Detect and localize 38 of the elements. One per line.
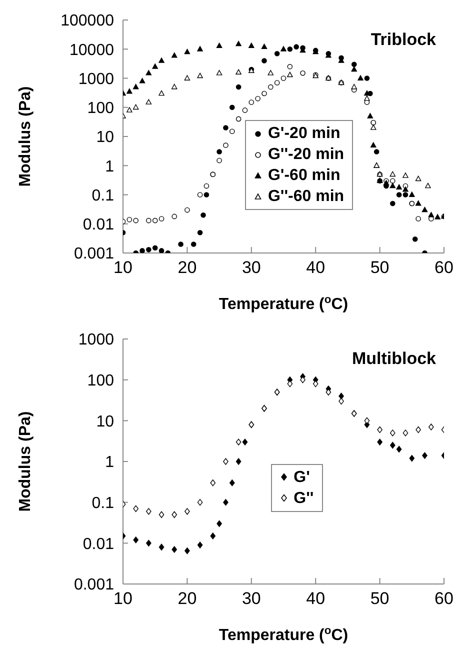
x-tick-label: 50	[370, 589, 390, 608]
x-tick-label: 60	[434, 258, 454, 278]
legend-label: G''	[294, 488, 314, 509]
legend-label: G'	[294, 468, 310, 488]
y-tick-label: 10	[96, 413, 114, 430]
legend-label: G''-60 min	[268, 187, 344, 208]
y-tick-label: 10000	[70, 42, 114, 59]
y-tick-label: 100000	[60, 12, 114, 30]
y-tick-label: 1	[105, 158, 114, 176]
x-tick-label: 20	[178, 589, 197, 608]
y-tick-label: 100	[87, 100, 114, 118]
text: Multiblock	[352, 349, 436, 369]
y-tick-label: 1000	[78, 70, 114, 88]
x-tick-label: 20	[178, 258, 197, 278]
x-tick-label: 40	[306, 589, 326, 608]
y-tick-label: 1000	[78, 332, 114, 349]
y-tick-label: 0.001	[74, 246, 114, 263]
x-tick-label: 30	[242, 589, 261, 608]
x-axis-title: Temperature ($^{o}$C)	[218, 625, 348, 644]
y-tick-label: 0.1	[92, 187, 114, 204]
x-tick-label: 30	[242, 258, 261, 278]
y-axis-title: Modulus (Pa)	[17, 411, 34, 512]
legend-label: G'-60 min	[268, 166, 340, 186]
y-tick-label: 0.1	[92, 495, 114, 512]
y-tick-label: 0.01	[82, 536, 114, 553]
y-tick-label: 0.001	[74, 576, 114, 594]
legend-label: G''-20 min	[268, 145, 344, 166]
y-axis-title: Modulus (Pa)	[17, 86, 34, 187]
y-tick-label: 100	[87, 372, 114, 390]
y-tick-label: 1	[105, 454, 114, 472]
y-tick-label: 10	[96, 129, 114, 146]
x-tick-label: 50	[370, 258, 390, 278]
x-tick-label: 40	[306, 258, 326, 278]
y-tick-label: 0.01	[82, 216, 114, 234]
text: Triblock	[370, 30, 436, 50]
x-axis-title: Temperature ($^{o}$C)	[218, 294, 348, 313]
legend-label: G'-20 min	[268, 124, 340, 144]
x-tick-label: 60	[434, 589, 454, 608]
